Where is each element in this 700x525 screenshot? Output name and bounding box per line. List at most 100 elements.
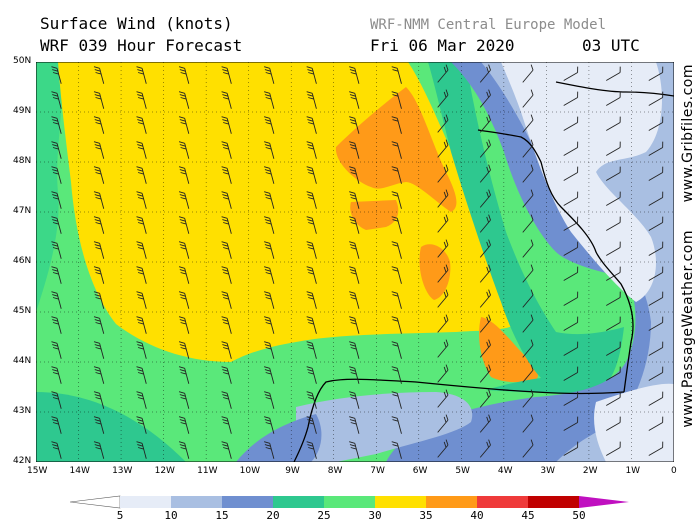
wind-barb	[178, 241, 190, 259]
wind-barb	[437, 314, 449, 333]
wind-barb	[136, 341, 147, 359]
wind-barb	[264, 116, 275, 134]
wind-barb	[606, 291, 621, 306]
wind-zone-pale-southeast	[594, 383, 674, 462]
wind-barb	[349, 216, 360, 234]
wind-barb	[606, 66, 621, 81]
wind-barb	[522, 139, 534, 158]
latitude-label: 47N	[13, 206, 32, 216]
wind-barb	[221, 241, 232, 259]
wind-barb	[349, 366, 360, 384]
colorbar-right-arrow	[579, 496, 629, 508]
wind-barb	[648, 66, 664, 81]
wind-barb	[178, 316, 190, 334]
wind-barb	[437, 214, 449, 233]
forecast-time: 03 UTC	[582, 36, 640, 55]
wind-barb	[93, 416, 105, 434]
wind-barb	[522, 214, 534, 233]
wind-barb	[221, 416, 232, 434]
wind-barb	[136, 216, 147, 234]
wind-barb	[606, 216, 621, 231]
wind-barb	[479, 89, 491, 108]
wind-barb	[306, 366, 317, 384]
wind-barb	[306, 216, 317, 234]
wind-zone-lightblue-east	[481, 62, 674, 462]
wind-barb	[391, 266, 402, 284]
wind-barb	[522, 314, 534, 333]
wind-barb	[178, 441, 190, 459]
wind-barb	[306, 141, 317, 159]
wind-barb	[136, 266, 147, 284]
wind-barb	[648, 391, 664, 406]
wind-barb	[93, 216, 105, 234]
wind-barb	[437, 289, 449, 308]
wind-barb	[522, 364, 534, 383]
longitude-label: 8W	[327, 466, 343, 476]
wind-barb	[391, 91, 402, 109]
wind-barb	[479, 439, 491, 458]
wind-barb	[479, 339, 491, 358]
wind-barb	[606, 241, 621, 256]
wind-barb	[264, 216, 275, 234]
colorbar-legend	[70, 495, 629, 509]
wind-barb	[264, 141, 275, 159]
wind-zone-blue-south	[296, 392, 473, 462]
wind-barb	[136, 166, 147, 184]
wind-barb	[306, 241, 317, 259]
wind-barb	[306, 191, 317, 209]
wind-barb	[221, 141, 232, 159]
wind-barb	[349, 266, 360, 284]
wind-barb	[563, 416, 579, 431]
wind-map	[36, 62, 674, 462]
wind-barb	[51, 416, 62, 434]
wind-barb	[136, 316, 147, 334]
wind-barb	[437, 414, 449, 433]
wind-barb	[93, 266, 105, 284]
wind-barb	[221, 166, 232, 184]
wind-barb	[306, 91, 317, 109]
lat-lon-grid	[36, 62, 674, 462]
wind-barb	[522, 389, 534, 408]
wind-barb	[522, 239, 534, 258]
colorbar-label: 25	[317, 509, 331, 522]
wind-barb	[563, 166, 579, 181]
wind-barb	[51, 391, 62, 409]
wind-barb	[93, 141, 105, 159]
wind-barb	[437, 114, 449, 133]
wind-barb	[136, 241, 147, 259]
wind-barb	[437, 439, 449, 458]
wind-barb	[437, 264, 449, 283]
wind-barb	[178, 191, 190, 209]
wind-barb	[349, 91, 360, 109]
colorbar-label: 10	[164, 509, 178, 522]
wind-barb	[136, 116, 147, 134]
wind-barb	[93, 366, 105, 384]
wind-barb	[391, 316, 402, 334]
longitude-label: 6W	[412, 466, 428, 476]
wind-barb	[522, 164, 534, 183]
wind-barb	[93, 66, 105, 84]
wind-barb	[93, 166, 105, 184]
wind-barb	[178, 216, 190, 234]
wind-barb	[136, 366, 147, 384]
wind-barb	[178, 391, 190, 409]
wind-barb	[221, 191, 232, 209]
wind-barb	[391, 241, 402, 259]
colorbar-label: 50	[572, 509, 586, 522]
wind-barb	[437, 389, 449, 408]
wind-barb	[522, 289, 534, 308]
longitude-label: 11W	[197, 466, 218, 476]
wind-barb	[391, 391, 402, 409]
wind-barb	[264, 166, 275, 184]
wind-barb	[349, 66, 360, 84]
wind-barb	[51, 441, 62, 459]
longitude-label: 4W	[497, 466, 513, 476]
longitude-label: 14W	[69, 466, 90, 476]
wind-barb	[563, 191, 579, 206]
wind-barb	[93, 341, 105, 359]
wind-barb	[349, 166, 360, 184]
wind-barb	[606, 416, 621, 431]
wind-barb	[563, 241, 579, 256]
forecast-hour: WRF 039 Hour Forecast	[40, 36, 243, 55]
wind-zone-teal-coast	[428, 62, 624, 393]
